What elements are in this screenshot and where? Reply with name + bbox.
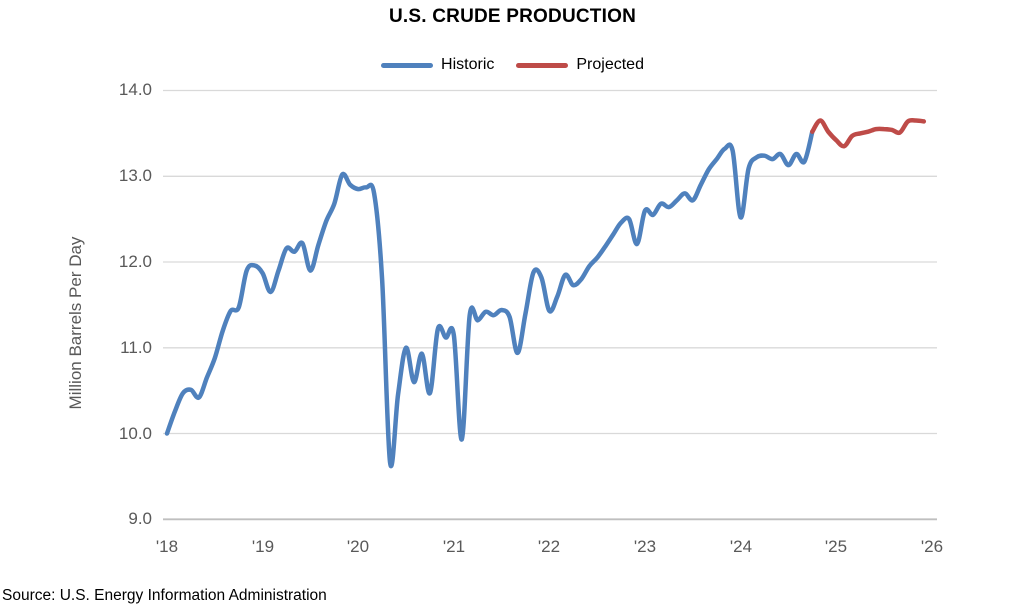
x-tick-label: '24 xyxy=(729,537,753,556)
legend-label-projected: Projected xyxy=(576,56,644,73)
x-tick-label: '21 xyxy=(442,537,466,556)
y-tick-label: 14.0 xyxy=(118,80,152,99)
x-tick-label: '23 xyxy=(633,537,657,556)
x-tick-label: '22 xyxy=(537,537,561,556)
y-tick-label: 11.0 xyxy=(120,338,152,357)
y-tick-label: 12.0 xyxy=(118,252,152,271)
x-tick-label: '19 xyxy=(251,537,275,556)
series-line-historic xyxy=(164,129,815,469)
x-tick-label: '26 xyxy=(920,537,944,556)
legend-label-historic: Historic xyxy=(441,56,495,73)
y-tick-label: 10.0 xyxy=(118,424,152,443)
series-line-projected xyxy=(810,117,927,149)
legend: Historic Projected xyxy=(0,56,1025,74)
y-tick-label: 9.0 xyxy=(128,509,152,528)
x-tick-label: '18 xyxy=(155,537,179,556)
projected-line-swatch xyxy=(516,62,569,68)
y-axis-title: Million Barrels Per Day xyxy=(66,236,85,410)
x-tick-label: '25 xyxy=(824,537,848,556)
legend-item-projected: Projected xyxy=(516,56,644,74)
y-tick-label: 13.0 xyxy=(118,166,152,185)
source-note: Source: U.S. Energy Information Administ… xyxy=(2,587,327,604)
historic-line-swatch xyxy=(381,62,434,68)
chart-title: U.S. CRUDE PRODUCTION xyxy=(389,6,636,27)
legend-item-historic: Historic xyxy=(381,56,494,74)
x-tick-label: '20 xyxy=(346,537,370,556)
